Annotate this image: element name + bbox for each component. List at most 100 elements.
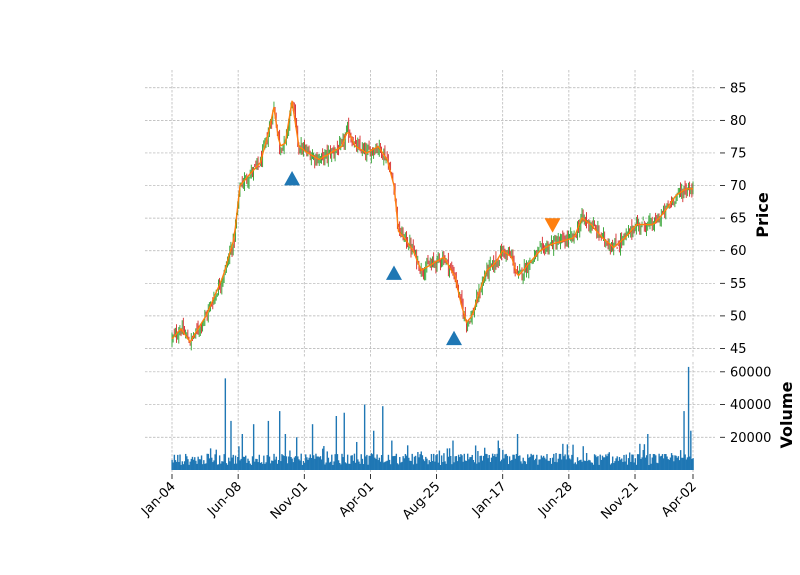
volume-bar <box>393 456 395 470</box>
volume-bar <box>632 454 634 470</box>
volume-bar <box>215 449 217 470</box>
volume-bar <box>308 457 310 470</box>
volume-bar <box>318 457 321 470</box>
volume-bar <box>667 459 669 470</box>
volume-bar <box>325 462 327 470</box>
volume-bar <box>340 464 342 470</box>
volume-bar <box>503 458 505 470</box>
volume-bar <box>229 461 231 470</box>
price-tick-label: 60 <box>730 244 747 259</box>
date-tick-label: Aug-25 <box>400 479 444 523</box>
volume-bar <box>181 461 183 470</box>
volume-bar <box>481 460 484 470</box>
volume-bar <box>353 453 356 470</box>
volume-bar <box>289 450 291 470</box>
volume-bar <box>618 457 621 470</box>
volume-bar <box>515 453 518 470</box>
volume-bar <box>658 453 660 470</box>
volume-bar <box>624 461 626 470</box>
volume-bar <box>280 461 282 470</box>
volume-bar <box>531 455 533 470</box>
volume-bar <box>559 453 562 470</box>
volume-tick-label: 60000 <box>730 365 771 380</box>
date-tick-label: Jun-08 <box>204 479 245 520</box>
volume-bar <box>235 463 238 470</box>
volume-bar <box>562 443 564 470</box>
volume-bar <box>653 454 656 470</box>
volume-bar <box>243 456 246 470</box>
volume-bar <box>359 463 361 470</box>
volume-bar <box>208 458 211 470</box>
volume-bar <box>594 455 597 470</box>
price-tick-label: 50 <box>730 309 747 324</box>
volume-bar <box>619 459 622 470</box>
volume-bar <box>506 455 509 470</box>
volume-bar <box>394 455 396 470</box>
price-tick-label: 70 <box>730 179 747 194</box>
volume-bar <box>584 460 587 470</box>
volume-bar <box>328 462 331 470</box>
volume-bar <box>221 461 223 470</box>
volume-bar <box>555 452 557 470</box>
buy-marker <box>446 330 463 346</box>
volume-bars <box>171 366 694 470</box>
volume-bar <box>299 460 301 470</box>
volume-bar <box>294 456 297 470</box>
volume-bar <box>239 460 241 470</box>
volume-bar <box>207 453 210 470</box>
volume-bar <box>579 460 581 470</box>
volume-bar <box>575 464 578 470</box>
volume-bar <box>679 450 682 470</box>
volume-bar <box>384 461 386 470</box>
volume-bar <box>427 464 429 470</box>
volume-bar <box>267 420 270 470</box>
date-tick-label: Apr-01 <box>336 479 377 520</box>
volume-bar <box>206 453 208 470</box>
volume-bar <box>467 453 469 470</box>
volume-bar <box>342 457 344 470</box>
volume-bar <box>186 456 188 470</box>
volume-bar <box>641 457 643 470</box>
volume-bar <box>203 460 205 470</box>
price-axis-ticks: 45 50 55 60 65 70 75 80 85 <box>720 81 747 357</box>
volume-bar <box>374 457 376 470</box>
volume-bar <box>312 455 315 470</box>
volume-bar <box>275 456 277 470</box>
volume-bar <box>223 454 225 470</box>
volume-bar <box>425 456 427 470</box>
volume-bar <box>519 455 521 470</box>
volume-bar <box>245 455 247 470</box>
volume-bar <box>574 462 577 470</box>
volume-bar <box>298 459 300 470</box>
volume-bar <box>649 453 651 470</box>
volume-bar <box>370 453 373 470</box>
volume-bar <box>648 465 650 470</box>
volume-bar <box>652 453 655 470</box>
volume-bar <box>597 456 599 470</box>
volume-bar <box>554 461 556 470</box>
volume-bar <box>465 460 468 470</box>
volume-bar <box>472 459 475 470</box>
volume-bar <box>248 460 250 470</box>
volume-bar <box>422 459 425 470</box>
volume-bar <box>447 456 450 470</box>
volume-bar <box>451 464 453 470</box>
volume-bar <box>636 454 639 470</box>
volume-bar <box>366 454 368 470</box>
volume-bar <box>529 456 531 470</box>
volume-bar <box>674 455 676 470</box>
volume-bar <box>388 459 391 470</box>
volume-bar <box>627 458 630 470</box>
volume-bar <box>561 459 563 470</box>
volume-bar <box>610 463 613 470</box>
volume-axis-title: Volume <box>777 381 796 448</box>
volume-bar <box>320 459 323 470</box>
volume-bar <box>642 450 644 470</box>
volume-tick-label: 40000 <box>730 398 771 413</box>
volume-bar <box>315 453 317 470</box>
volume-bar <box>373 430 375 470</box>
volume-bar <box>617 460 620 470</box>
volume-bar <box>371 454 374 470</box>
volume-bar <box>273 453 275 470</box>
volume-bar <box>254 461 256 470</box>
